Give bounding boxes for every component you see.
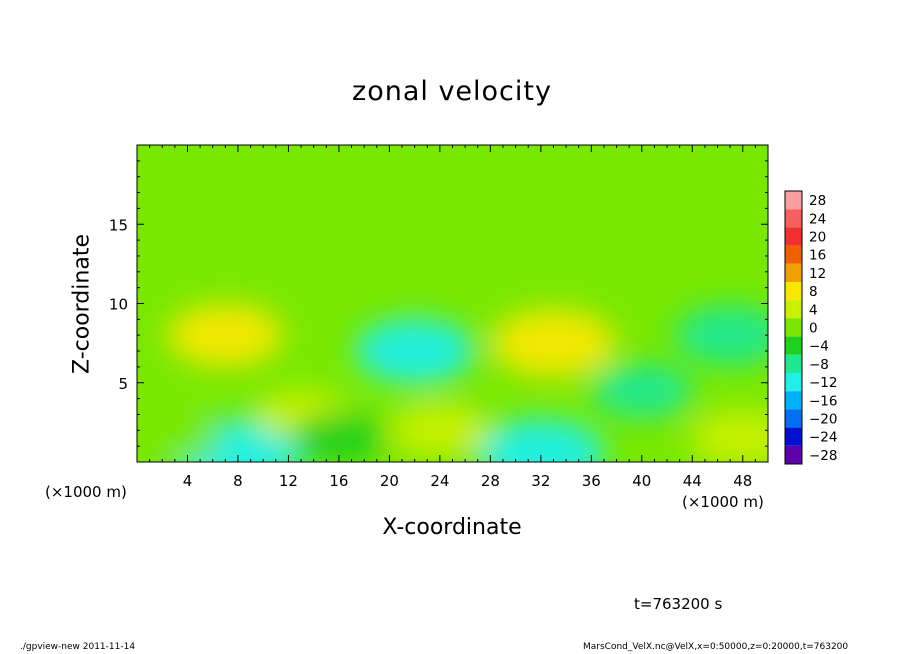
x-axis: 4 8 12 16 20 24 28 32 36 40 44 48 — [149, 145, 756, 490]
velocity-feature — [689, 409, 768, 462]
x-tick-label: 40 — [632, 472, 651, 490]
x-tick-label: 36 — [582, 472, 601, 490]
colorbar-label: −20 — [809, 412, 838, 428]
colorbar-swatch — [785, 245, 802, 264]
time-label: t=763200 s — [634, 595, 723, 613]
velocity-feature — [167, 303, 284, 367]
x-tick-label: 8 — [233, 472, 243, 490]
colorbar-swatch — [785, 336, 802, 355]
x-tick-label: 48 — [733, 472, 752, 490]
colorbar-label: −28 — [809, 448, 838, 464]
colorbar-label: 20 — [809, 230, 826, 246]
x-tick-label: 12 — [279, 472, 298, 490]
colorbar: 28 24 20 16 12 8 4 0 −4 −8 −12 −16 −20 −24 −28 — [784, 190, 838, 465]
colorbar-swatch — [785, 391, 802, 410]
colorbar-swatch — [785, 282, 802, 301]
x-tick-label: 28 — [481, 472, 500, 490]
x-tick-label: 20 — [380, 472, 399, 490]
y-tick-label: 5 — [118, 375, 128, 393]
colorbar-swatch — [785, 354, 802, 373]
x-tick-label: 24 — [430, 472, 449, 490]
x-tick-label: 44 — [683, 472, 702, 490]
colorbar-swatch — [785, 300, 802, 319]
velocity-feature — [476, 418, 606, 462]
plot-area — [136, 144, 769, 463]
x-tick-label: 4 — [183, 472, 193, 490]
colorbar-label: −16 — [809, 393, 838, 409]
velocity-feature — [388, 402, 492, 459]
colorbar-label: −8 — [809, 357, 829, 373]
colorbar-swatch — [785, 263, 802, 282]
velocity-field — [137, 303, 768, 462]
chart-title: zonal velocity — [352, 76, 552, 107]
colorbar-label: 16 — [809, 248, 826, 264]
colorbar-swatch — [785, 445, 802, 464]
y-tick-label: 15 — [109, 216, 128, 234]
x-unit-label-left: (×1000 m) — [45, 483, 127, 501]
velocity-feature — [292, 413, 386, 462]
velocity-feature — [491, 308, 616, 378]
colorbar-label: 4 — [809, 302, 818, 318]
velocity-feature — [354, 318, 475, 385]
colorbar-label: −24 — [809, 430, 838, 446]
footer-data-source: MarsCond_VelX.nc@VelX,x=0:50000,z=0:2000… — [583, 642, 849, 652]
colorbar-label: −12 — [809, 375, 838, 391]
colorbar-label: 8 — [809, 284, 818, 300]
colorbar-swatch — [785, 227, 802, 246]
colorbar-swatch — [785, 209, 802, 228]
colorbar-label: 24 — [809, 211, 826, 227]
y-tick-label: 10 — [109, 296, 128, 314]
x-tick-label: 32 — [531, 472, 550, 490]
velocity-feature — [137, 414, 220, 462]
colorbar-frame — [784, 190, 803, 465]
colorbar-label: 0 — [809, 321, 818, 337]
colorbar-label: −4 — [809, 339, 829, 355]
colorbar-swatch — [785, 427, 802, 446]
velocity-feature — [590, 362, 693, 419]
x-tick-label: 16 — [329, 472, 348, 490]
colorbar-swatch — [785, 409, 802, 428]
colorbar-label: 12 — [809, 266, 826, 282]
x-axis-label: X-coordinate — [382, 515, 522, 540]
colorbar-label: 28 — [809, 193, 826, 209]
velocity-feature — [674, 304, 768, 366]
x-unit-label-right: (×1000 m) — [682, 493, 764, 511]
colorbar-swatch — [785, 373, 802, 392]
y-axis-label: Z-coordinate — [69, 234, 95, 374]
footer-program-date: ./gpview-new 2011-11-14 — [20, 642, 136, 652]
colorbar-swatch — [785, 318, 802, 337]
colorbar-swatch — [785, 191, 802, 210]
y-axis: 5 10 15 — [109, 160, 768, 447]
